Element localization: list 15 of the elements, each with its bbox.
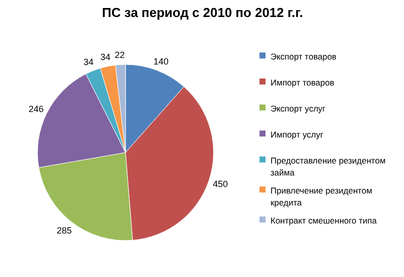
data-label: 34 bbox=[84, 56, 94, 67]
legend-label: Экспорт товаров bbox=[270, 52, 337, 62]
data-label: 450 bbox=[212, 179, 228, 190]
data-label: 22 bbox=[114, 50, 125, 60]
legend-label: Импорт услуг bbox=[270, 130, 324, 140]
legend-label: Контракт смешенного типа bbox=[270, 216, 378, 226]
legend-label: Привлечение резидентом кредита bbox=[270, 186, 372, 208]
chart-title: ПС за период с 2010 по 2012 г.г. bbox=[102, 5, 303, 20]
legend-label: Импорт товаров bbox=[270, 78, 335, 88]
data-label: 140 bbox=[154, 56, 169, 66]
data-label: 285 bbox=[56, 225, 72, 236]
data-label: 34 bbox=[100, 52, 110, 62]
legend-label: Предоставление резидентом займа bbox=[270, 156, 386, 178]
legend-label: Экспорт услуг bbox=[270, 104, 326, 114]
data-label: 246 bbox=[28, 104, 44, 114]
